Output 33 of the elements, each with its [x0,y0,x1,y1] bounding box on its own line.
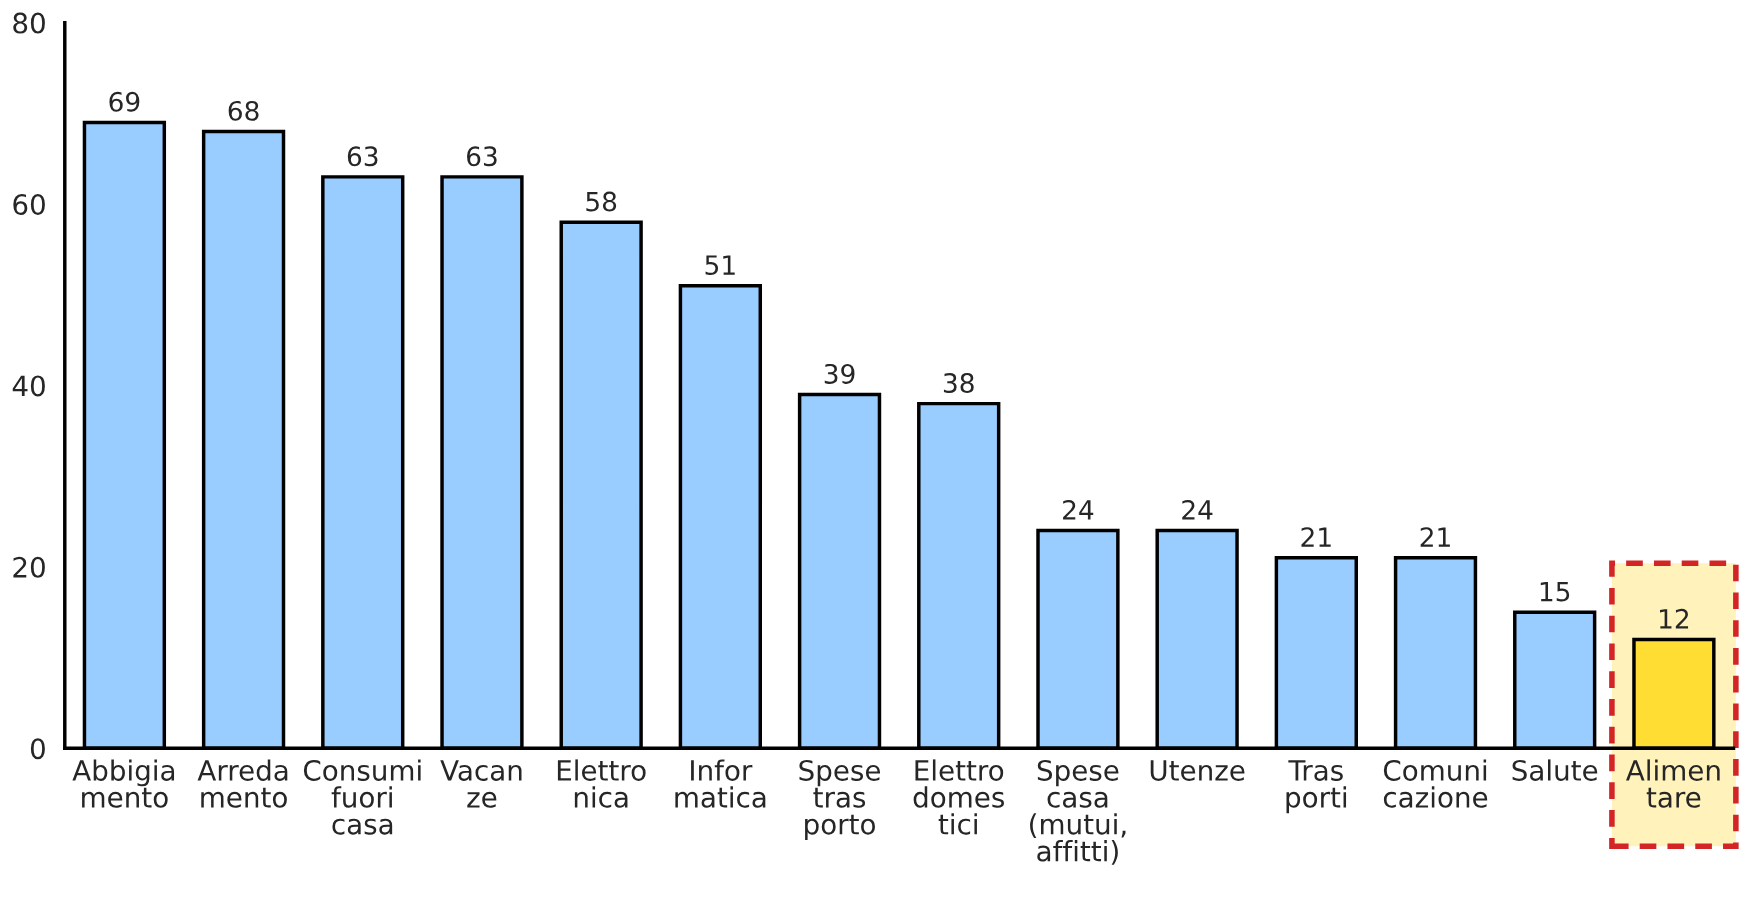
y-tick-label: 80 [13,12,45,34]
y-tick-label: 40 [12,375,45,397]
data-label: 51 [705,255,735,276]
data-label: 24 [1182,499,1213,520]
data-label: 21 [1301,527,1331,547]
x-tick-label: Alimen tare [1626,759,1720,808]
x-tick-label: Consumi fuori casa [303,759,421,835]
x-tick-label: Arreda mento [197,759,288,808]
x-tick-label: Elettro domes tici [913,759,1004,835]
data-label: 21 [1420,527,1450,547]
data-label: 69 [109,91,140,112]
data-label: 38 [943,372,974,393]
data-label: 24 [1063,499,1094,520]
x-tick-label: Vacan ze [440,760,522,808]
x-tick-label: Elettro nica [557,759,646,808]
data-label: 15 [1540,581,1570,602]
data-label: 63 [347,146,378,167]
y-tick-label: 0 [30,738,45,760]
x-tick-label: Infor matica [675,759,766,808]
x-tick-label: Spese casa (mutui, affitti) [1030,759,1126,865]
x-tick-label: Tras porti [1286,760,1347,814]
x-tick-label: Spese tras porto [799,759,881,841]
x-tick-label: Utenze [1150,760,1245,781]
data-label: 63 [467,146,497,167]
x-tick-label: Abbigia mento [72,759,175,808]
data-label: 58 [586,191,617,212]
y-tick-label: 20 [13,556,45,578]
data-label: 12 [1660,608,1689,629]
data-label: 39 [824,363,855,384]
y-tick-label: 60 [13,194,45,216]
x-tick-label: Salute [1512,759,1598,781]
data-label: 68 [228,100,259,121]
x-tick-label: Comuni cazione [1383,759,1488,808]
